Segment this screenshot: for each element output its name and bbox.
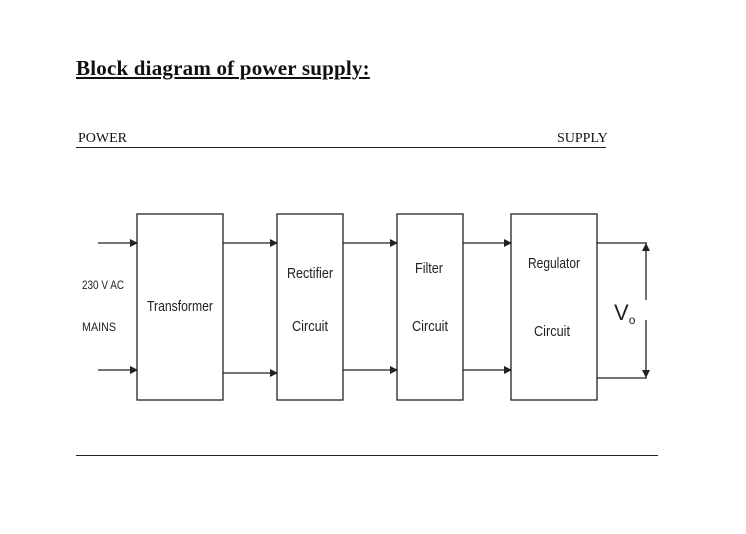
rectifier-block xyxy=(276,213,344,401)
header-rule xyxy=(76,147,606,148)
filter-label: Filter xyxy=(415,260,443,277)
transformer-label: Transformer xyxy=(147,298,213,315)
output-voltage-symbol: V xyxy=(614,300,629,325)
filter-circuit-label: Circuit xyxy=(412,318,449,335)
diagram-title: Block diagram of power supply: xyxy=(76,56,370,80)
rectifier-label: Rectifier xyxy=(287,265,333,282)
regulator-circuit-label: Circuit xyxy=(534,323,571,340)
transformer-block xyxy=(136,213,224,401)
header-power: POWER xyxy=(78,131,127,146)
footer-rule xyxy=(76,455,658,456)
filter-block xyxy=(396,213,464,401)
rectifier-circuit-label: Circuit xyxy=(292,318,329,335)
regulator-block xyxy=(510,213,598,401)
input-label-voltage: 230 V AC xyxy=(82,278,124,292)
input-label-mains: MAINS xyxy=(82,320,116,334)
output-voltage-label: Vo xyxy=(614,300,636,327)
output-voltage-subscript: o xyxy=(629,313,636,327)
header-supply: SUPPLY xyxy=(557,131,608,146)
regulator-label: Regulator xyxy=(528,255,580,272)
